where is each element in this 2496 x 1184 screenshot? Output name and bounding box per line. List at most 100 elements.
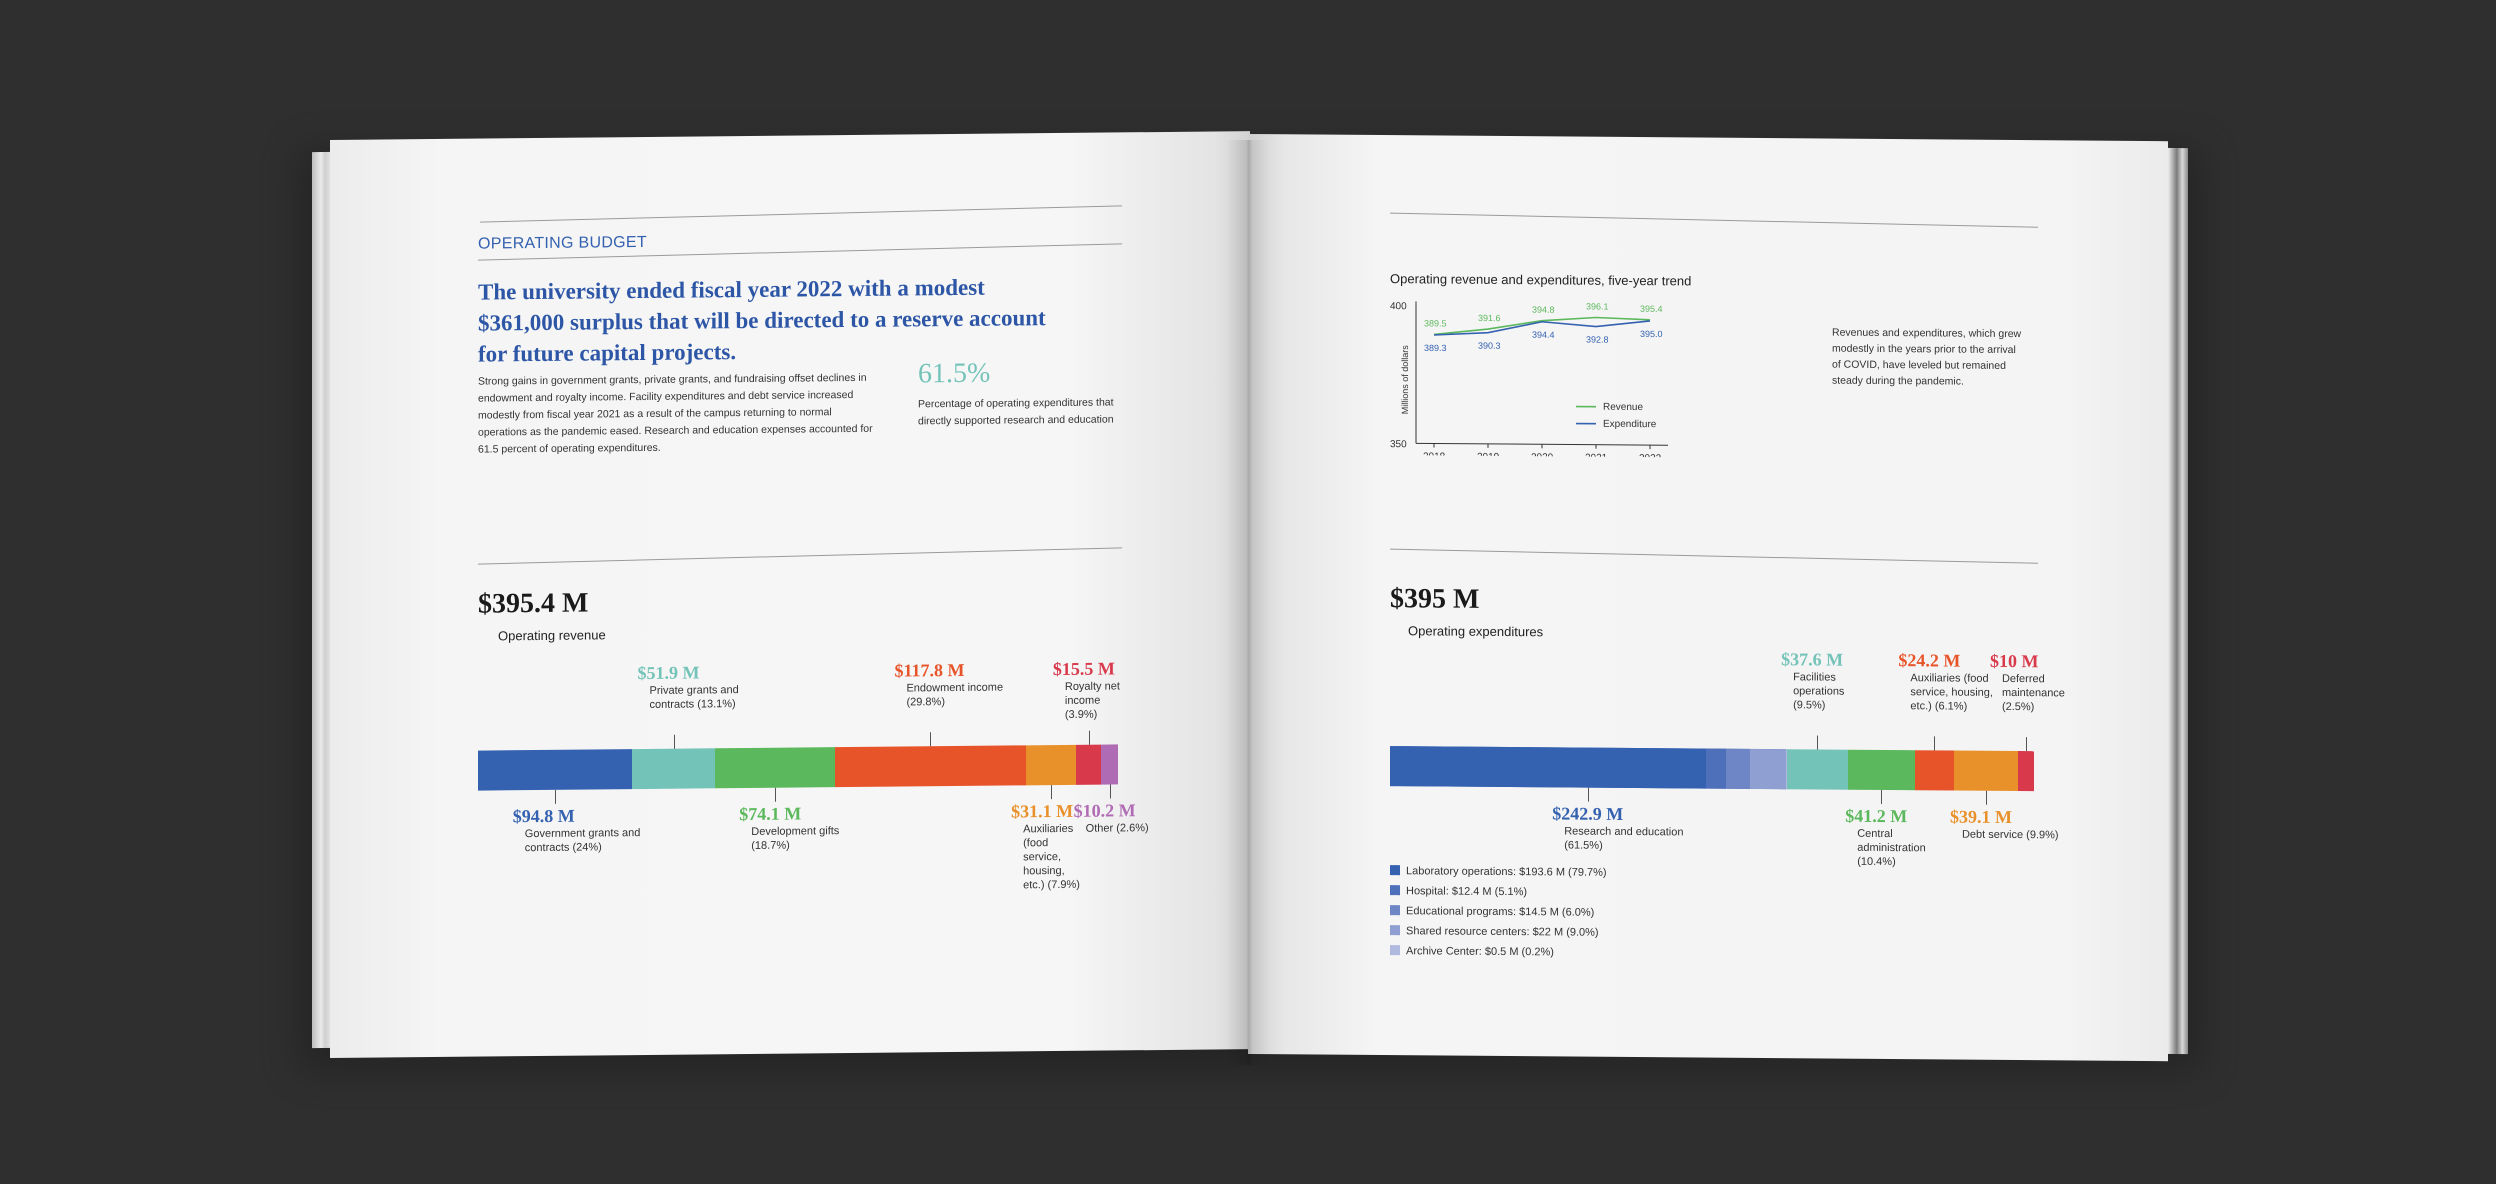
y-axis-label: Millions of dollars [1400, 345, 1410, 415]
callout: $41.2 M Central administration (10.4%) [1845, 806, 1925, 870]
section-label: OPERATING BUDGET [478, 233, 647, 253]
expenditure-bar [1390, 746, 2034, 792]
revenue-callouts [330, 131, 1250, 140]
legend-label: Shared resource centers: $22 M (9.0%) [1406, 925, 1599, 939]
legend-swatch [1390, 865, 1400, 876]
callout-amount: $15.5 M [1052, 658, 1115, 680]
callout-label: Private grants and contracts (13.1%) [649, 684, 739, 711]
legend-item: Archive Center: $0.5 M (0.2%) [1390, 945, 1607, 967]
expenditure-callouts [1248, 134, 2168, 141]
data-label: 390.3 [1478, 341, 1501, 351]
callout-label: Other (2.6%) [1085, 822, 1149, 835]
legend-item: Laboratory operations: $193.6 M (79.7%) [1390, 865, 1607, 887]
callout-tick [1051, 785, 1053, 800]
callout-tick [1109, 784, 1111, 799]
mid-rule [478, 547, 1122, 565]
x-tick-label: 2020 [1531, 452, 1554, 457]
callout-tick [1817, 735, 1819, 750]
callout-tick [554, 789, 556, 804]
callout-amount: $39.1 M [1949, 806, 2012, 828]
callout: $74.1 M Development gifts (18.7%) [739, 803, 859, 853]
callout: $117.8 M Endowment income (29.8%) [894, 659, 1014, 709]
callout-label: Research and education (61.5%) [1564, 825, 1684, 852]
legend-swatch [1390, 885, 1400, 896]
x-tick-label: 2021 [1585, 453, 1608, 458]
callout-label: Facilities operations (9.5%) [1793, 671, 1845, 712]
data-label: 392.8 [1586, 335, 1609, 345]
bar-segment [1847, 749, 1915, 791]
callout-amount: $242.9 M [1552, 803, 1624, 824]
callout-amount: $10.2 M [1073, 800, 1136, 821]
legend-label: Hospital: $12.4 M (5.1%) [1406, 885, 1528, 899]
callout-label: Debt service (9.9%) [1961, 828, 2059, 842]
bar-segment [1025, 744, 1077, 786]
callout: $10 M Deferred maintenance (2.5%) [1989, 650, 2065, 714]
series-line-revenue [1433, 316, 1651, 336]
chart-note: Revenues and expenditures, which grew mo… [1832, 326, 2022, 388]
book-gutter [1226, 140, 1270, 1065]
callout-tick [1088, 730, 1090, 745]
research-subsegment [1749, 748, 1786, 790]
bar-segment [1076, 744, 1102, 785]
legend-item: Educational programs: $14.5 M (6.0%) [1390, 905, 1607, 927]
x-tick-label: 2018 [1423, 451, 1446, 457]
data-label: 394.4 [1532, 330, 1555, 340]
callout-label: Development gifts (18.7%) [751, 825, 840, 852]
legend-label: Expenditure [1603, 419, 1657, 430]
callout: $37.6 M Facilities operations (9.5%) [1781, 649, 1851, 713]
revenue-bar [478, 744, 1118, 791]
legend-label: Laboratory operations: $193.6 M (79.7%) [1406, 865, 1607, 879]
research-subsegment [1726, 748, 1750, 789]
legend-label: Educational programs: $14.5 M (6.0%) [1406, 905, 1595, 919]
callout-tick [673, 734, 675, 749]
callout-amount: $10 M [1989, 650, 2039, 672]
callout-label: Government grants and contracts (24%) [524, 827, 641, 855]
y-tick-label: 400 [1390, 301, 1407, 312]
chart-title: Operating revenue and expenditures, five… [1390, 271, 1692, 289]
series-line-expenditure [1433, 320, 1651, 336]
callout-amount: $117.8 M [894, 659, 965, 681]
callout-tick [930, 732, 932, 747]
research-subsegment [1785, 749, 1787, 790]
stat-caption: Percentage of operating expenditures tha… [918, 396, 1114, 428]
y-tick-label: 350 [1390, 439, 1407, 450]
data-label: 394.8 [1532, 305, 1555, 315]
callout-label: Central administration (10.4%) [1857, 827, 1926, 869]
x-tick-label: 2022 [1639, 453, 1662, 457]
callout-tick [1985, 790, 1987, 805]
legend-item: Shared resource centers: $22 M (9.0%) [1390, 925, 1607, 947]
legend-label: Revenue [1603, 402, 1643, 413]
x-tick-label: 2019 [1477, 452, 1500, 458]
legend-swatch [1390, 925, 1400, 936]
revenue-total: $395.4 M [478, 587, 589, 620]
top-rule [480, 205, 1122, 223]
mid-rule-right [1390, 548, 2038, 564]
expenditure-total: $395 M [1390, 583, 1480, 615]
callout-tick [1881, 789, 1883, 804]
bar-segment [1786, 749, 1848, 790]
callout: $51.9 M Private grants and contracts (13.… [638, 662, 758, 712]
callout: $15.5 M Royalty net income (3.9%) [1053, 658, 1131, 722]
data-label: 395.0 [1640, 329, 1663, 339]
callout-tick [1588, 787, 1590, 802]
data-label: 389.5 [1424, 318, 1447, 328]
legend-label: Archive Center: $0.5 M (0.2%) [1406, 945, 1554, 959]
data-label: 395.4 [1640, 304, 1663, 314]
callout-amount: $37.6 M [1781, 649, 1844, 670]
bar-segment [1954, 750, 2018, 792]
body-text: Strong gains in government grants, priva… [478, 371, 873, 456]
bar-segment [478, 749, 632, 791]
callout-amount: $51.9 M [637, 662, 700, 684]
right-page: Operating revenue and expenditures, five… [1248, 134, 2168, 1062]
callout-tick [775, 787, 777, 802]
callout-amount: $74.1 M [739, 803, 802, 825]
bar-segment [1101, 744, 1118, 785]
research-subsegment [1390, 746, 1706, 789]
callout: $242.9 M Research and education (61.5%) [1552, 803, 1722, 853]
data-label: 396.1 [1586, 301, 1609, 311]
callout-label: Royalty net income (3.9%) [1064, 680, 1120, 721]
bar-segment [715, 747, 836, 789]
callout-amount: $94.8 M [512, 805, 575, 827]
revenue-label: Operating revenue [498, 627, 606, 644]
bar-segment [1914, 750, 1955, 791]
